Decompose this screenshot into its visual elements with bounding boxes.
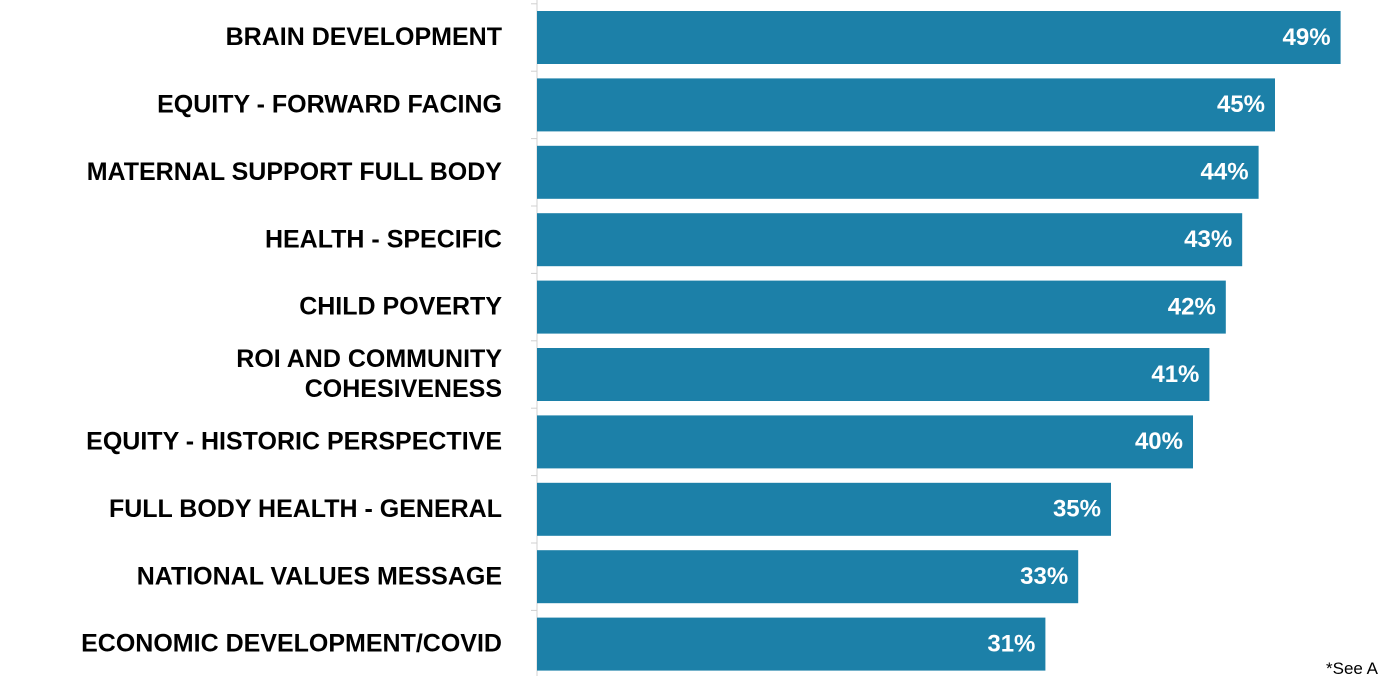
category-label-line: FULL BODY HEALTH - GENERAL [109, 495, 502, 523]
category-label-line: BRAIN DEVELOPMENT [226, 23, 502, 51]
category-label: FULL BODY HEALTH - GENERAL [109, 495, 502, 523]
data-label: 42% [1168, 293, 1216, 320]
category-label: CHILD POVERTY [299, 293, 502, 321]
bar [537, 550, 1079, 604]
category-label-line: ECONOMIC DEVELOPMENT/COVID [81, 630, 502, 658]
category-label: HEALTH - SPECIFIC [265, 225, 502, 253]
category-label-line: MATERNAL SUPPORT FULL BODY [87, 158, 503, 186]
category-label-line: NATIONAL VALUES MESSAGE [137, 562, 502, 590]
category-label: EQUITY - HISTORIC PERSPECTIVE [86, 428, 502, 456]
category-label-line: ROI AND COMMUNITY [236, 345, 502, 373]
data-label: 41% [1151, 361, 1199, 388]
data-label: 33% [1020, 563, 1068, 590]
footnote: *See A [1326, 659, 1378, 676]
bar [537, 11, 1341, 64]
category-label-line: EQUITY - FORWARD FACING [157, 91, 502, 119]
bar [537, 145, 1259, 199]
category-label: EQUITY - FORWARD FACING [157, 91, 502, 119]
category-label-line: HEALTH - SPECIFIC [265, 225, 502, 253]
bar [537, 78, 1275, 132]
data-label: 31% [987, 630, 1035, 657]
bar [537, 415, 1193, 469]
data-label: 43% [1184, 226, 1232, 253]
bar [537, 280, 1226, 334]
category-label: NATIONAL VALUES MESSAGE [137, 562, 502, 590]
bar [537, 213, 1243, 267]
category-label-line: EQUITY - HISTORIC PERSPECTIVE [86, 428, 502, 456]
data-label: 45% [1217, 91, 1265, 118]
data-label: 44% [1201, 159, 1249, 186]
data-label: 49% [1283, 24, 1331, 51]
bar [537, 348, 1210, 401]
data-label: 35% [1053, 496, 1101, 523]
category-label: BRAIN DEVELOPMENT [226, 23, 502, 51]
bar [537, 617, 1046, 671]
data-label: 40% [1135, 428, 1183, 455]
bar [537, 482, 1111, 536]
category-label: ECONOMIC DEVELOPMENT/COVID [81, 630, 502, 658]
category-label-line: COHESIVENESS [305, 375, 502, 403]
category-label: MATERNAL SUPPORT FULL BODY [87, 158, 503, 186]
category-label-line: CHILD POVERTY [299, 293, 502, 321]
category-label: ROI AND COMMUNITY COHESIVENESS [236, 345, 502, 403]
